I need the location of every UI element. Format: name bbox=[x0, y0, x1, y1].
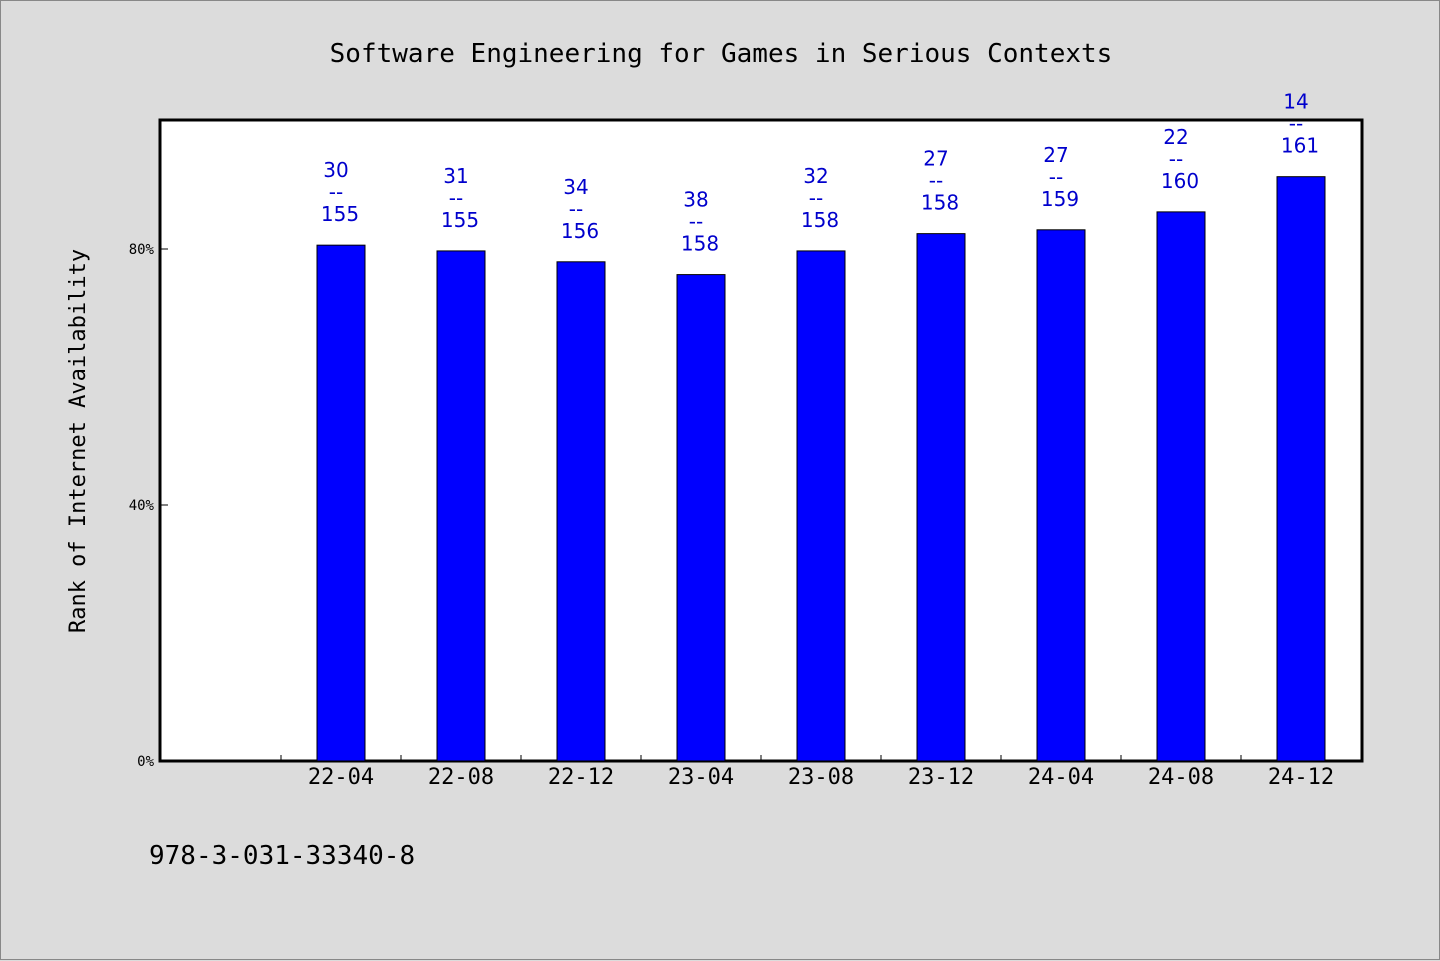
data-label-total: 158 bbox=[681, 232, 719, 256]
data-label-rank: 27 bbox=[1043, 143, 1068, 167]
data-label-separator: -- bbox=[569, 197, 583, 221]
data-label-separator: -- bbox=[689, 210, 703, 234]
data-label-separator: -- bbox=[1169, 147, 1183, 171]
bar-24-08 bbox=[1156, 211, 1206, 762]
y-axis-ticks: 0% 40% 80% bbox=[129, 242, 168, 770]
bar-22-12 bbox=[556, 261, 606, 762]
data-label-rank: 31 bbox=[443, 164, 468, 188]
data-label-total: 160 bbox=[1161, 169, 1199, 193]
bars-layer: 30--15531--15534--15638--15832--15827--1… bbox=[316, 90, 1326, 762]
x-tick-label: 22-04 bbox=[308, 765, 374, 790]
data-label-rank: 22 bbox=[1163, 125, 1188, 149]
chart-title: Software Engineering for Games in Seriou… bbox=[330, 39, 1113, 69]
data-label-rank: 38 bbox=[683, 188, 708, 212]
data-label-rank: 34 bbox=[563, 175, 588, 199]
y-tick-label: 80% bbox=[129, 242, 155, 258]
x-tick-label: 24-12 bbox=[1268, 765, 1334, 790]
data-label-total: 159 bbox=[1041, 187, 1079, 211]
data-label-separator: -- bbox=[809, 186, 823, 210]
data-label-total: 161 bbox=[1281, 134, 1319, 158]
data-label-separator: -- bbox=[1289, 112, 1303, 136]
x-tick-label: 22-08 bbox=[428, 765, 494, 790]
x-tick-label: 23-04 bbox=[668, 765, 734, 790]
bar-23-08 bbox=[796, 250, 846, 762]
data-label-separator: -- bbox=[1049, 165, 1063, 189]
bar-23-04 bbox=[676, 274, 726, 762]
data-label-rank: 32 bbox=[803, 164, 828, 188]
x-tick-label: 22-12 bbox=[548, 765, 614, 790]
data-label-rank: 14 bbox=[1283, 90, 1308, 114]
data-label-total: 158 bbox=[801, 208, 839, 232]
x-tick-label: 23-08 bbox=[788, 765, 854, 790]
bar-24-04 bbox=[1036, 229, 1086, 762]
y-axis-label: Rank of Internet Availability bbox=[66, 249, 91, 633]
x-tick-label: 24-08 bbox=[1148, 765, 1214, 790]
y-tick-label: 0% bbox=[137, 754, 154, 770]
bar-22-08 bbox=[436, 250, 486, 762]
data-label-total: 158 bbox=[921, 191, 959, 215]
data-label-rank: 30 bbox=[323, 158, 348, 182]
data-label-total: 156 bbox=[561, 219, 599, 243]
x-axis-ticks: 22-04 22-08 22-12 23-04 23-08 23-12 24-04 24-08… bbox=[280, 755, 1362, 790]
data-label-separator: -- bbox=[329, 180, 343, 204]
bar-24-12 bbox=[1276, 176, 1326, 762]
bar-22-04 bbox=[316, 244, 366, 762]
data-label-rank: 27 bbox=[923, 147, 948, 171]
footer-isbn: 978-3-031-33340-8 bbox=[149, 841, 415, 871]
data-label-separator: -- bbox=[449, 186, 463, 210]
x-tick-label: 24-04 bbox=[1028, 765, 1094, 790]
data-label-total: 155 bbox=[441, 208, 479, 232]
data-label-total: 155 bbox=[321, 202, 359, 226]
bar-23-12 bbox=[916, 233, 966, 762]
data-label-separator: -- bbox=[929, 169, 943, 193]
x-tick-label: 23-12 bbox=[908, 765, 974, 790]
y-tick-label: 40% bbox=[129, 498, 155, 514]
